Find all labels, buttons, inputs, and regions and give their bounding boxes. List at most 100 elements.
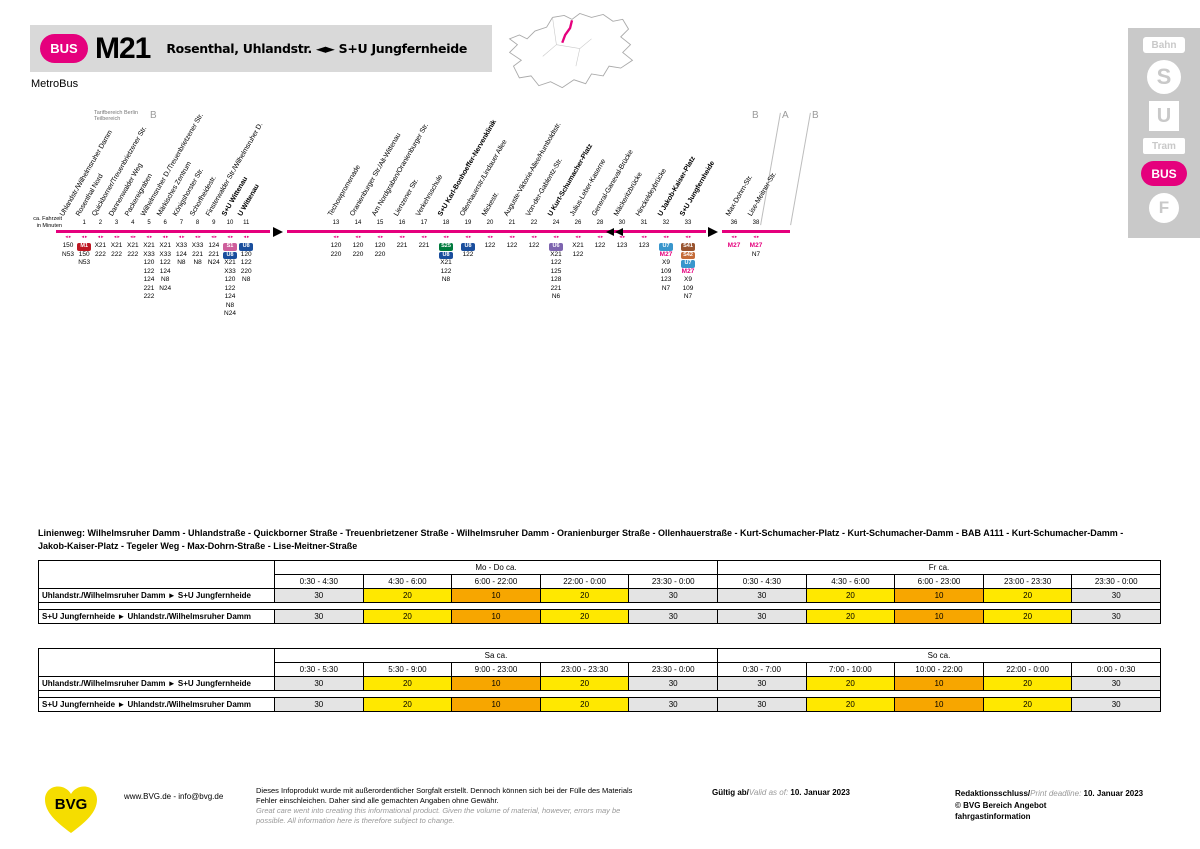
frequency-cell: 10 xyxy=(451,676,541,691)
connection-123: 123 xyxy=(638,242,650,249)
travel-minute: 28 xyxy=(596,220,604,226)
stop-marker: ◄► xyxy=(96,234,104,239)
stop-marker: ◄► xyxy=(552,234,560,239)
time-range-header: 4:30 - 6:00 xyxy=(805,574,896,589)
connection-S1: S1 xyxy=(223,242,237,251)
bahn-icon-label: Bahn xyxy=(1151,39,1177,51)
spacer-cell xyxy=(363,602,452,610)
connection-X21: X21 xyxy=(143,242,155,249)
disclaimer: Dieses Infoprodukt wurde mit außerordent… xyxy=(256,786,648,826)
stop-marker: ◄► xyxy=(113,234,121,239)
time-range-header: 23:30 - 0:00 xyxy=(628,574,719,589)
line-badge-S1: S1 xyxy=(223,243,237,251)
connection-150: 150 xyxy=(62,242,74,249)
frequency-cell: 30 xyxy=(628,588,719,603)
stop-marker: ◄► xyxy=(464,234,472,239)
direction-label: Uhlandstr./Wilhelmsruher Damm ► S+U Jung… xyxy=(38,588,275,603)
line-badge-U8: U8 xyxy=(239,243,254,251)
travel-time-note: ca. Fahrzeit in Minuten xyxy=(28,216,62,229)
connection-123: 123 xyxy=(660,276,672,283)
spacer-cell xyxy=(274,602,364,610)
time-range-header: 22:00 - 0:00 xyxy=(982,662,1073,677)
tariff-zone-note-line1: Tarifbereich Berlin xyxy=(94,110,139,116)
valid-from-date: 10. Januar 2023 xyxy=(790,788,851,797)
zone-boundary-line xyxy=(760,112,781,226)
bvg-logo-text: BVG xyxy=(55,796,88,813)
frequency-cell: 30 xyxy=(628,697,718,712)
day-group-header: So ca. xyxy=(716,648,1161,663)
frequency-cell: 20 xyxy=(362,588,453,603)
stop-marker: ◄► xyxy=(486,234,494,239)
spacer-cell xyxy=(540,690,629,698)
connection-124: 124 xyxy=(224,293,236,300)
travel-minute: 2 xyxy=(98,220,103,226)
route-description: Linienweg: Wilhelmsruher Damm - Uhlandst… xyxy=(38,528,1124,551)
connection-X33: X33 xyxy=(191,242,204,249)
frequency-cell: 20 xyxy=(539,697,630,712)
bus-mode-badge: BUS xyxy=(40,34,88,63)
copyright-line2: fahrgastinformation xyxy=(955,812,1031,822)
ferry-icon: F xyxy=(1149,193,1179,223)
frequency-cell: 20 xyxy=(982,676,1073,691)
connection-X33: X33 xyxy=(143,250,155,258)
travel-minute: 38 xyxy=(752,220,760,226)
stop-marker: ◄► xyxy=(618,234,626,239)
line-badge-S41: S41 xyxy=(681,243,695,251)
frequency-cell: 30 xyxy=(1071,676,1161,691)
frequency-cell: 30 xyxy=(1071,588,1162,603)
disclaimer-english: Great care went into creating this infor… xyxy=(256,805,621,825)
connection-150: 150 xyxy=(78,250,90,258)
connection-U8: U8 xyxy=(439,251,453,259)
connection-X33: X33 xyxy=(224,267,236,275)
connection-M27: M27 xyxy=(727,242,741,249)
travel-minute: 8 xyxy=(195,220,200,226)
stop-marker: ◄► xyxy=(574,234,582,239)
stop-marker: ◄► xyxy=(129,234,137,239)
spacer-cell xyxy=(628,690,718,698)
stop-marker: ◄► xyxy=(398,234,406,239)
connection-222: 222 xyxy=(127,250,139,258)
connection-122: 122 xyxy=(572,250,584,258)
zone-letter-left: B xyxy=(150,110,157,121)
line-badge-S25: S25 xyxy=(439,243,453,251)
connection-U8: U8 xyxy=(223,251,237,259)
connection-122: 122 xyxy=(550,259,562,266)
connection-X21: X21 xyxy=(159,242,171,249)
frequency-cell: 20 xyxy=(982,609,1073,624)
connection-109: 109 xyxy=(682,284,694,292)
bahn-icon: Bahn xyxy=(1143,37,1185,53)
connection-N7: N7 xyxy=(661,284,671,292)
line-header: BUS M21 Rosenthal, Uhlandstr. ◄► S+U Jun… xyxy=(30,25,492,72)
travel-minute: 3 xyxy=(114,220,119,226)
travel-minute: 6 xyxy=(163,220,167,226)
stop-marker: ◄► xyxy=(210,234,218,239)
connection-X21: X21 xyxy=(572,242,584,249)
stop-marker: ◄► xyxy=(80,234,88,239)
connection-124: 124 xyxy=(143,276,155,283)
connection-120: 120 xyxy=(240,250,252,258)
stop-marker: ◄► xyxy=(145,234,153,239)
zone-letter-b2: B xyxy=(812,110,819,121)
zone-letter-a: A xyxy=(782,110,789,121)
bvg-heart-shape xyxy=(45,786,97,833)
connection-124: 124 xyxy=(159,267,171,275)
travel-minute: 9 xyxy=(212,220,216,226)
direction-arrow-left xyxy=(606,227,614,236)
frequency-cell: 30 xyxy=(717,588,807,603)
day-group-row: Sa ca. So ca. xyxy=(38,648,1161,677)
stop-name: U Jakob-Kaiser-Platz xyxy=(657,155,697,218)
connection-X21: X21 xyxy=(224,259,236,266)
sbahn-icon-label: S xyxy=(1156,64,1172,89)
spacer-cell xyxy=(894,690,984,698)
print-deadline-date: 10. Januar 2023 xyxy=(1083,789,1144,798)
sbahn-icon: S xyxy=(1147,60,1181,94)
travel-minute: 36 xyxy=(730,220,738,226)
route-title: Rosenthal, Uhlandstr. ◄► S+U Jungfernhei… xyxy=(166,41,468,56)
spacer-cell xyxy=(1071,602,1161,610)
connection-N8: N8 xyxy=(242,276,251,283)
connection-S25: S25 xyxy=(439,242,453,251)
stop-name: Mickestr. xyxy=(481,190,501,218)
ubahn-icon: U xyxy=(1149,101,1179,131)
day-group-row: Mo - Do ca. Fr ca. xyxy=(38,560,1162,589)
